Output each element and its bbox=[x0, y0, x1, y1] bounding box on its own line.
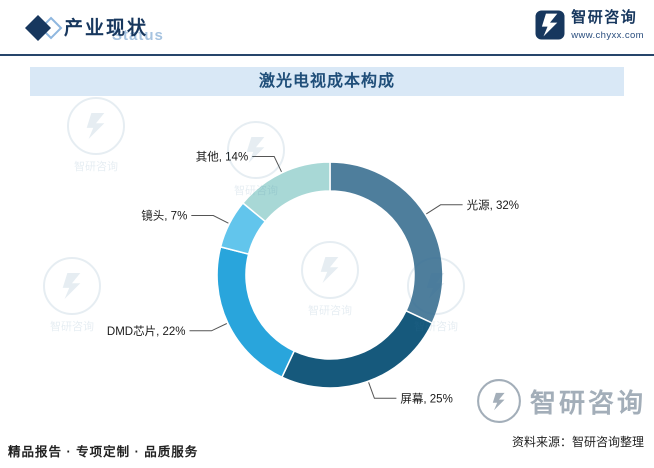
watermark-brand-large: 智研咨询 bbox=[476, 378, 646, 424]
segment-label-0: 光源, 32% bbox=[467, 198, 519, 212]
brand-url: www.chyxx.com bbox=[571, 29, 644, 41]
header-rule bbox=[0, 54, 654, 56]
donut-segment-2 bbox=[216, 245, 296, 379]
segment-label-1: 屏幕, 25% bbox=[400, 391, 452, 405]
page-title: 产业现状 bbox=[64, 18, 149, 39]
status-watermark-text: Status bbox=[112, 27, 164, 44]
segment-label-3: 镜头, 7% bbox=[141, 209, 187, 223]
watermark-brand-text: 智研咨询 bbox=[529, 387, 646, 418]
donut-segment-1 bbox=[280, 309, 434, 389]
label-leader-line-3 bbox=[191, 215, 229, 224]
data-source-text: 资料来源：智研咨询整理 bbox=[511, 435, 644, 449]
brand-logo: 智研咨询 www.chyxx.com bbox=[535, 9, 644, 45]
zhiyan-logo-icon bbox=[535, 10, 565, 45]
footer-services-text: 精品报告 · 专项定制 · 品质服务 bbox=[8, 445, 199, 459]
label-leader-line-0 bbox=[426, 204, 463, 215]
donut-segment-0 bbox=[329, 161, 444, 325]
label-leader-line-2 bbox=[189, 323, 228, 332]
donut-chart: 光源, 32% 屏幕, 25% DMD芯片, 22% 镜头, 7% 其他, 14% bbox=[107, 151, 519, 406]
segment-label-2: DMD芯片, 22% bbox=[107, 324, 186, 338]
segment-label-4: 其他, 14% bbox=[196, 151, 248, 164]
chart-title: 激光电视成本构成 bbox=[30, 67, 624, 96]
label-leader-line-1 bbox=[368, 382, 397, 399]
zhiyan-logo-icon bbox=[477, 379, 521, 423]
brand-name: 智研咨询 bbox=[571, 9, 638, 26]
label-leader-line-4 bbox=[252, 156, 282, 173]
donut-segment-4 bbox=[241, 161, 331, 223]
diamond-logo-icon bbox=[25, 13, 65, 43]
